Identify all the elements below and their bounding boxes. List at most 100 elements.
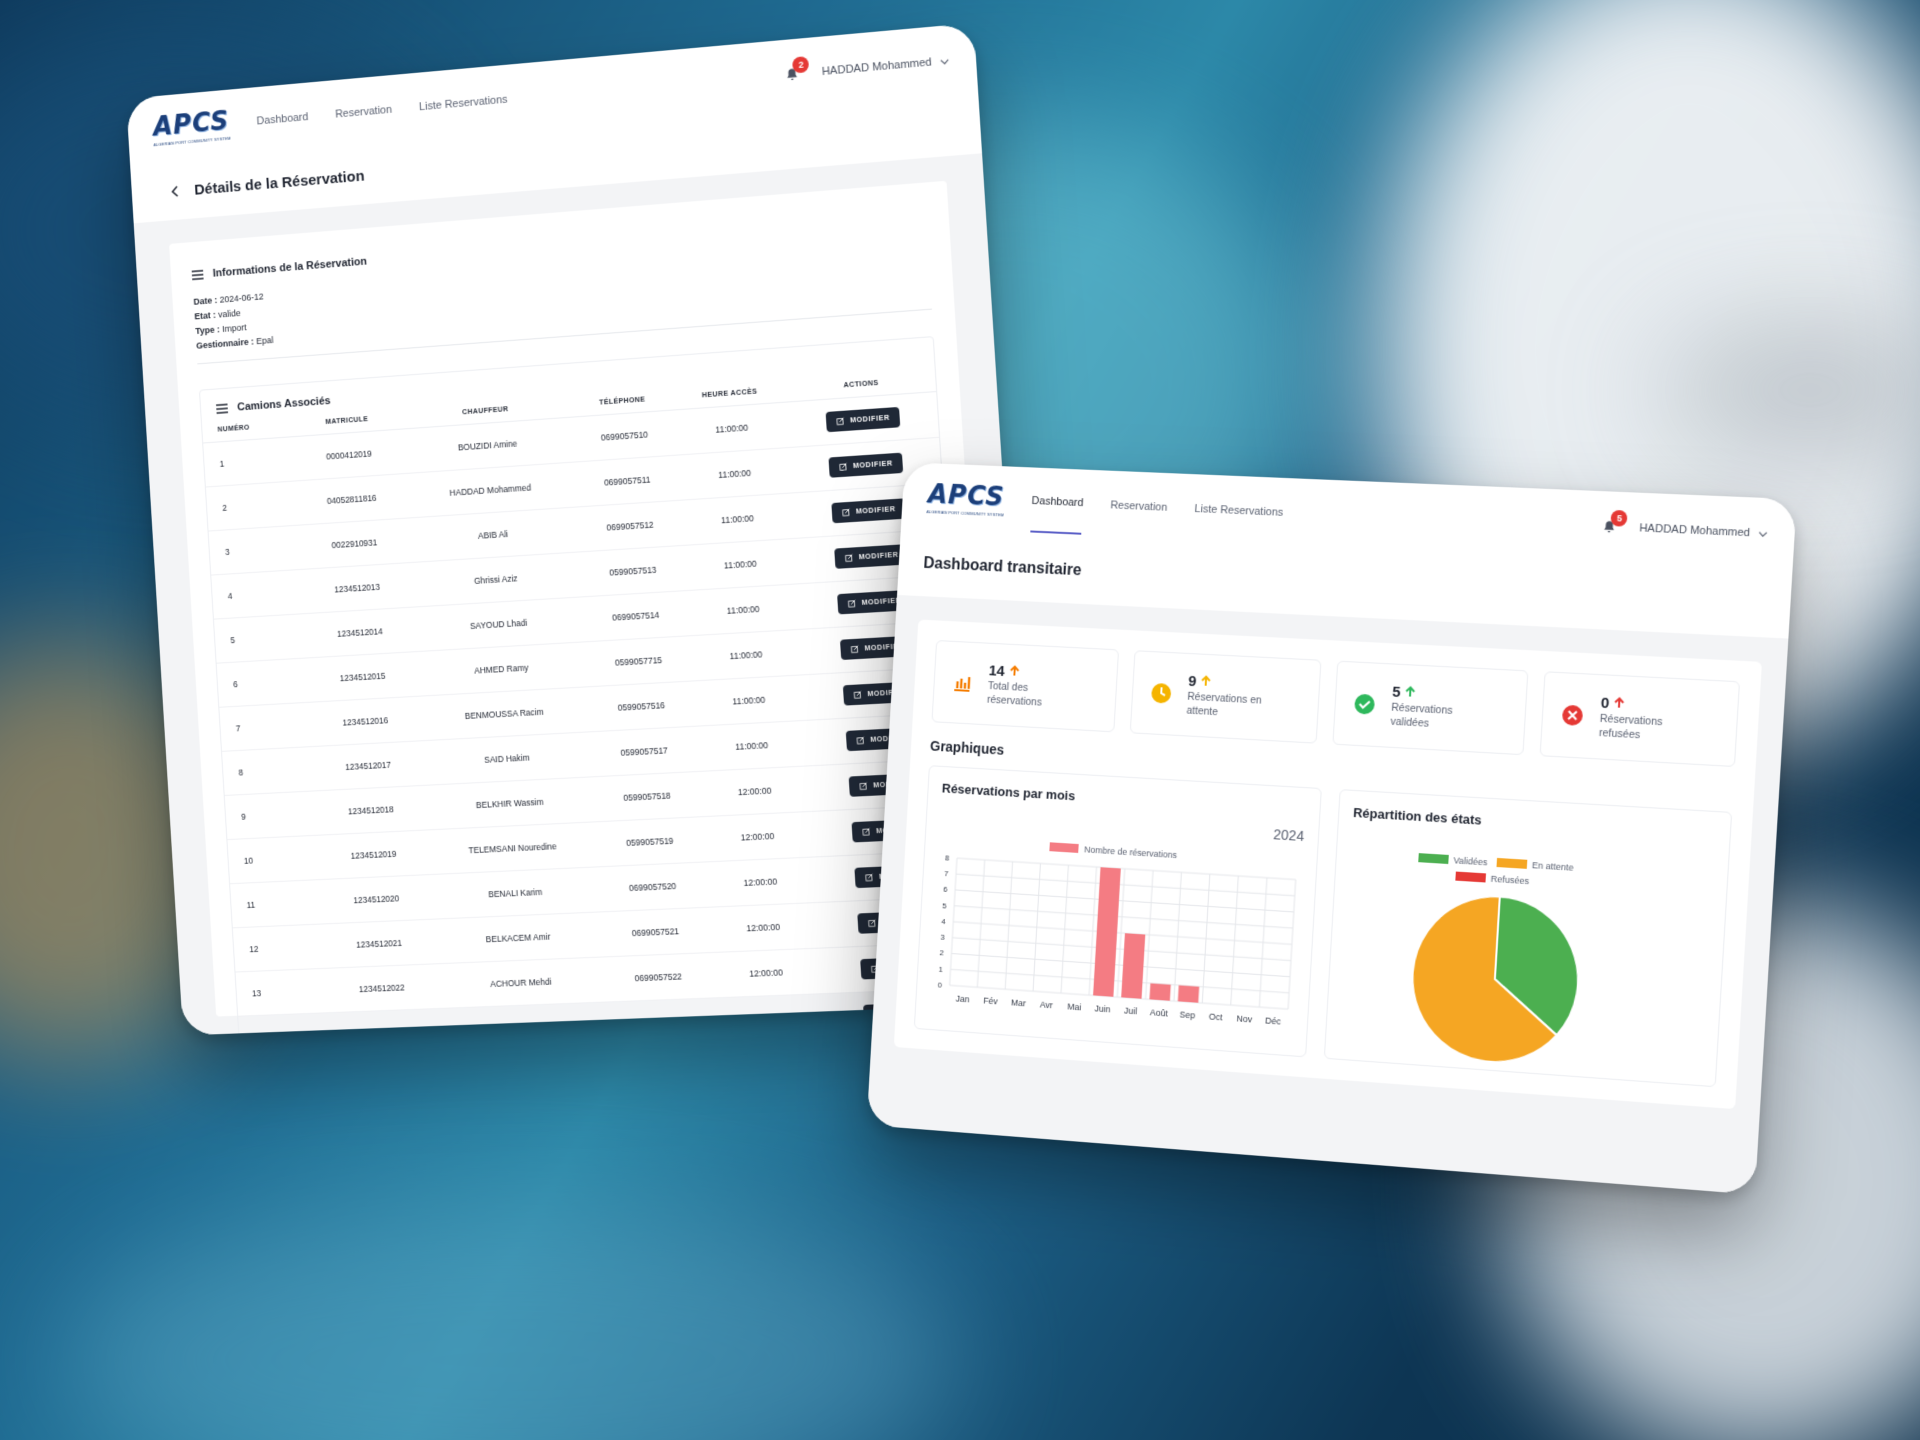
table-cell: 8 bbox=[221, 746, 318, 796]
x-tick-label: Juin bbox=[1094, 1003, 1111, 1014]
table-cell: 0599057519 bbox=[598, 816, 702, 867]
edit-icon bbox=[837, 417, 846, 426]
table-cell: 0699057520 bbox=[601, 862, 705, 912]
table-cell: ACHOUR Mehdi bbox=[432, 956, 610, 1009]
table-cell: 12:00:00 bbox=[698, 811, 817, 863]
list-icon bbox=[216, 403, 228, 414]
table-cell: 1234512019 bbox=[320, 830, 428, 880]
x-tick-label: Oct bbox=[1209, 1011, 1224, 1022]
x-tick-label: Sep bbox=[1179, 1009, 1195, 1020]
nav-liste-reservations[interactable]: Liste Reservations bbox=[1194, 503, 1284, 519]
table-cell: 1234512013 bbox=[303, 562, 411, 614]
modify-button[interactable]: MODIFIER bbox=[825, 406, 901, 433]
stat-label: Total des réservations bbox=[986, 679, 1043, 709]
table-cell: 11 bbox=[230, 879, 326, 928]
stat-value: 5 bbox=[1391, 683, 1402, 701]
stat-card: 9 Réservations en attente bbox=[1129, 650, 1322, 744]
table-cell: 6 bbox=[216, 657, 313, 708]
edit-icon bbox=[848, 599, 857, 608]
table-cell: 0599057517 bbox=[592, 726, 696, 777]
trucks-section: Camions Associés NUMÉRO MATRICULE CHAUFFEU… bbox=[198, 336, 979, 1036]
notification-badge: 5 bbox=[1610, 509, 1629, 527]
grid-line bbox=[956, 874, 1295, 896]
info-label: Gestionnaire : bbox=[195, 336, 255, 351]
edit-icon bbox=[868, 919, 877, 927]
y-tick-label: 5 bbox=[942, 901, 947, 910]
back-arrow-icon[interactable] bbox=[169, 185, 181, 198]
bar-chart-card: Réservations par mois 2024 Nombre de rés… bbox=[913, 765, 1322, 1058]
info-value: Import bbox=[219, 322, 247, 335]
table-cell: 7 bbox=[219, 702, 315, 752]
x-tick-label: Fév bbox=[983, 995, 998, 1006]
table-cell: 4 bbox=[211, 569, 307, 620]
grid-line bbox=[957, 858, 1296, 879]
edit-icon bbox=[860, 782, 869, 791]
stat-value: 9 bbox=[1187, 672, 1197, 690]
modify-button[interactable]: MODIFIER bbox=[831, 498, 907, 524]
stat-label: Réservations en attente bbox=[1186, 690, 1263, 718]
user-menu[interactable]: HADDAD Mohammed bbox=[1639, 522, 1768, 540]
table-cell: 11:00:00 bbox=[689, 674, 809, 727]
x-tick-label: Mar bbox=[1011, 997, 1026, 1008]
table-cell: 04052811816 bbox=[298, 473, 406, 525]
notification-badge: 2 bbox=[792, 55, 810, 74]
y-tick-label: 0 bbox=[938, 980, 943, 989]
table-cell: 1234512022 bbox=[328, 963, 436, 1013]
table-cell: 0599057513 bbox=[581, 545, 685, 597]
pie-chart-card: Répartition des états Validées En attente… bbox=[1323, 789, 1733, 1088]
edit-icon bbox=[857, 736, 866, 745]
notification-button[interactable]: 2 bbox=[785, 55, 810, 82]
list-icon bbox=[192, 270, 204, 281]
table-cell: 2 bbox=[205, 480, 302, 532]
stat-value: 0 bbox=[1600, 693, 1610, 712]
nav-reservation[interactable]: Reservation bbox=[1110, 499, 1168, 514]
stat-card: 14 Total des réservations bbox=[931, 640, 1120, 733]
table-cell: BELKACEM Amir bbox=[429, 911, 607, 964]
nav-reservation[interactable]: Reservation bbox=[334, 103, 393, 121]
x-circle-icon bbox=[1561, 704, 1585, 727]
table-cell: 11:00:00 bbox=[692, 720, 812, 772]
arrow-up-icon bbox=[1404, 684, 1417, 702]
table-cell: 1234512016 bbox=[312, 696, 419, 747]
edit-icon bbox=[851, 645, 860, 654]
notification-button[interactable]: 5 bbox=[1602, 509, 1629, 535]
nav-dashboard[interactable]: Dashboard bbox=[256, 111, 309, 128]
user-menu[interactable]: HADDAD Mohammed bbox=[821, 55, 949, 78]
table-cell: 0699057511 bbox=[576, 455, 679, 507]
table-cell: 11:00:00 bbox=[678, 492, 797, 546]
nav-liste-reservations[interactable]: Liste Reservations bbox=[418, 93, 508, 114]
modify-button[interactable]: MODIFIER bbox=[828, 452, 904, 478]
y-tick-label: 4 bbox=[941, 917, 946, 926]
bar-sep bbox=[1177, 985, 1200, 1003]
clock-icon bbox=[1150, 682, 1173, 705]
grid-line bbox=[955, 890, 1294, 912]
dashboard-screen: APCS ALGERIAN PORT COMMUNITY SYSTEM Dash… bbox=[866, 462, 1797, 1195]
pie-slice-validées bbox=[1492, 897, 1583, 1037]
info-label: Type : bbox=[195, 324, 221, 337]
stat-label: Réservations refusées bbox=[1598, 712, 1663, 741]
edit-icon bbox=[862, 827, 871, 836]
table-cell: 1234512021 bbox=[325, 919, 433, 969]
stat-card: 0 Réservations refusées bbox=[1539, 671, 1741, 768]
nav-dashboard[interactable]: Dashboard bbox=[1029, 471, 1086, 535]
edit-icon bbox=[842, 508, 851, 517]
apcs-logo[interactable]: APCS ALGERIAN PORT COMMUNITY SYSTEM bbox=[152, 105, 232, 147]
table-cell: 0699057514 bbox=[584, 590, 688, 642]
table-cell: 12:00:00 bbox=[707, 947, 826, 999]
y-tick-label: 2 bbox=[939, 949, 944, 958]
table-cell: 12:00:00 bbox=[695, 765, 814, 817]
modify-button-label: MODIFIER bbox=[855, 505, 896, 516]
legend-label: Refusées bbox=[1490, 874, 1529, 887]
arrow-up-icon bbox=[1008, 663, 1020, 680]
apcs-logo[interactable]: APCS ALGERIAN PORT COMMUNITY SYSTEM bbox=[926, 479, 1006, 517]
info-label: Etat : bbox=[194, 309, 217, 322]
user-name: HADDAD Mohammed bbox=[821, 56, 933, 79]
bar-août bbox=[1149, 983, 1171, 1001]
page-title: Dashboard transitaire bbox=[923, 555, 1082, 580]
bar-chart-icon bbox=[951, 671, 973, 694]
pie-slice-en-attente bbox=[1408, 891, 1565, 1066]
reservation-card: Informations de la Réservation Date : 20… bbox=[169, 180, 998, 1036]
table-cell: 5 bbox=[213, 613, 310, 664]
table-cell: 12 bbox=[232, 923, 329, 973]
table-cell: 0599057715 bbox=[587, 635, 690, 687]
